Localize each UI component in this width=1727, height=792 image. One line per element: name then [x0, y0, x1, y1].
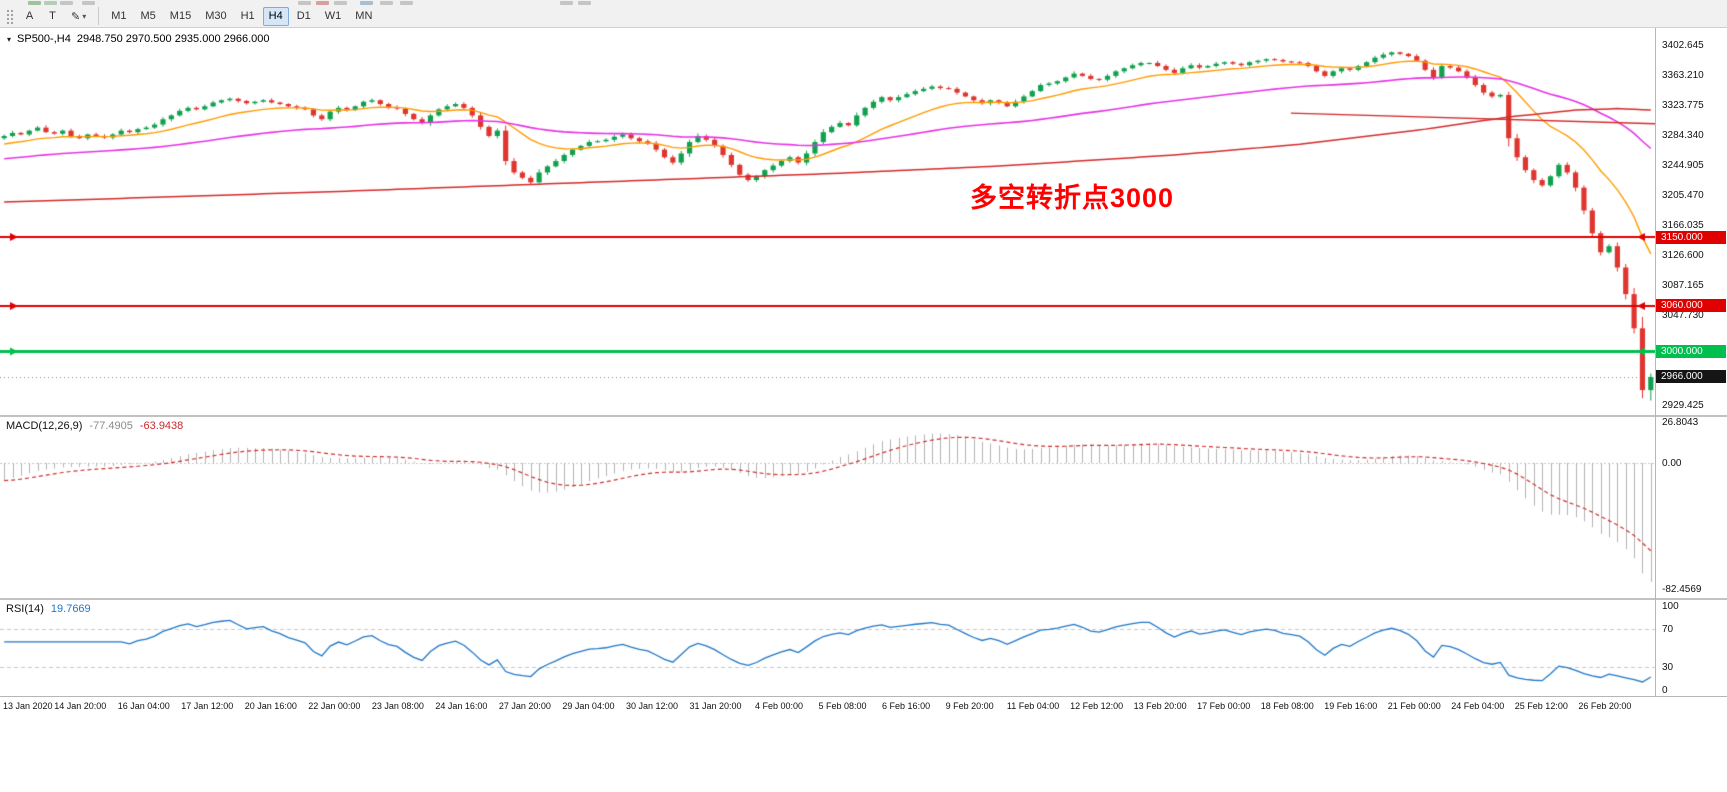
scale-label: 3166.035 [1662, 219, 1704, 231]
price-line-badge: 3060.000 [1656, 299, 1726, 312]
toolbar: A T ✎ ▾ M1 M5 M15 M30 H1 H4 D1 W1 MN [0, 5, 1727, 28]
scale-label: 3323.775 [1662, 99, 1704, 111]
cropped-icon [28, 1, 41, 5]
scale-label: -82.4569 [1662, 584, 1702, 596]
scale-label: 2929.425 [1662, 399, 1704, 411]
scale-label: 3205.470 [1662, 189, 1704, 201]
timeframe-button-m30[interactable]: M30 [199, 7, 232, 26]
time-axis-label: 12 Feb 12:00 [1070, 701, 1124, 711]
scale-label: 3087.165 [1662, 279, 1704, 291]
timeframe-button-w1[interactable]: W1 [319, 7, 348, 26]
text-label-tool-button[interactable]: T [42, 7, 63, 26]
scale-label: 3284.340 [1662, 129, 1704, 141]
timeframe-button-h4[interactable]: H4 [262, 6, 289, 26]
panel-separator[interactable] [0, 598, 1727, 600]
cropped-toolbar-row [0, 0, 1727, 5]
panel-separator[interactable] [0, 415, 1727, 417]
time-axis-label: 20 Jan 16:00 [244, 701, 297, 711]
rsi-title: RSI(14) [6, 603, 44, 615]
time-axis-label: 13 Feb 20:00 [1133, 701, 1187, 711]
chevron-down-icon: ▾ [82, 11, 87, 21]
pencil-icon: ✎ [71, 10, 81, 23]
text-annotation-tool-button[interactable]: A [19, 7, 40, 26]
time-axis-label: 27 Jan 20:00 [498, 701, 551, 711]
scale-label: 3047.730 [1662, 309, 1704, 321]
cropped-icon [360, 1, 373, 5]
cropped-icon [82, 1, 95, 5]
cropped-icon [60, 1, 73, 5]
scale-label: 3363.210 [1662, 69, 1704, 81]
time-axis-label: 9 Feb 20:00 [945, 701, 994, 711]
cropped-icon [334, 1, 347, 5]
cropped-icon [316, 1, 329, 5]
time-axis-label: 24 Feb 04:00 [1451, 701, 1505, 711]
scale-label: 3402.645 [1662, 39, 1704, 51]
price-scale-border [1655, 28, 1656, 697]
price-line-badge: 3000.000 [1656, 344, 1726, 358]
time-axis-label: 4 Feb 00:00 [754, 701, 804, 711]
rsi-value: 19.7669 [50, 603, 91, 615]
draw-tools-dropdown-button[interactable]: ✎ ▾ [65, 7, 92, 26]
macd-title: MACD(12,26,9) [6, 420, 83, 432]
time-axis-label: 21 Feb 00:00 [1387, 701, 1441, 711]
time-axis-label: 6 Feb 16:00 [882, 701, 931, 711]
scale-label: 0.00 [1662, 458, 1682, 470]
scale-label: 30 [1662, 662, 1674, 674]
cropped-icon [400, 1, 413, 5]
time-axis-label: 30 Jan 12:00 [625, 701, 678, 711]
cropped-icon [560, 1, 573, 5]
timeframe-button-h1[interactable]: H1 [235, 7, 261, 26]
timeframe-button-m1[interactable]: M1 [105, 7, 132, 26]
macd-value: -77.4905 [89, 420, 133, 432]
time-axis[interactable]: 13 Jan 2020 14 Jan 20:00 16 Jan 04:00 17 Ja… [0, 696, 1727, 718]
time-axis-label: 25 Feb 12:00 [1514, 701, 1568, 711]
time-axis-label: 17 Jan 12:00 [181, 701, 234, 711]
time-axis-label: 29 Jan 04:00 [562, 701, 615, 711]
time-axis-label: 19 Feb 16:00 [1324, 701, 1378, 711]
time-axis-label: 11 Feb 04:00 [1006, 701, 1060, 711]
ohlc-values: 2948.750 2970.500 2935.000 2966.000 [76, 33, 270, 45]
timeframe-button-d1[interactable]: D1 [291, 7, 317, 26]
macd-signal-value: -63.9438 [139, 420, 184, 432]
cropped-icon [44, 1, 57, 5]
time-axis-label: 26 Feb 20:00 [1578, 701, 1632, 711]
scale-label: 26.8043 [1662, 416, 1699, 428]
price-scale[interactable]: 3402.645 3363.210 3323.775 3284.340 3244.905… [1656, 28, 1727, 697]
chart-annotation-text: 多空转折点3000 [970, 183, 1175, 213]
time-axis-label: 24 Jan 16:00 [435, 701, 488, 711]
time-axis-label: 14 Jan 20:00 [54, 701, 107, 711]
chart-symbol-header: ▾ SP500-,H4 2948.750 2970.500 2935.000 2… [7, 33, 270, 45]
price-line-badge: 3150.000 [1656, 230, 1726, 244]
timeframe-button-m5[interactable]: M5 [135, 7, 162, 26]
time-axis-label: 16 Jan 04:00 [117, 701, 170, 711]
scale-label: 0 [1662, 685, 1668, 696]
scale-label: 3126.600 [1662, 249, 1704, 261]
timeframe-button-m15[interactable]: M15 [164, 7, 197, 26]
time-axis-label: 22 Jan 00:00 [308, 701, 361, 711]
toolbar-drag-handle[interactable] [5, 8, 14, 24]
scale-label: 3244.905 [1662, 159, 1704, 171]
price-line-badge: 2966.000 [1656, 370, 1726, 384]
time-axis-label: 5 Feb 08:00 [818, 701, 867, 711]
time-axis-label: 23 Jan 08:00 [371, 701, 424, 711]
cropped-icon [380, 1, 393, 5]
scale-label: 100 [1662, 601, 1679, 612]
time-axis-label: 17 Feb 00:00 [1197, 701, 1251, 711]
scale-label: 70 [1662, 623, 1674, 635]
rsi-panel-canvas[interactable] [0, 600, 1655, 696]
time-axis-label: 18 Feb 08:00 [1260, 701, 1314, 711]
macd-indicator-header: MACD(12,26,9) -77.4905 -63.9438 [6, 420, 183, 432]
rsi-indicator-header: RSI(14) 19.7669 [6, 603, 91, 615]
timeframe-button-mn[interactable]: MN [349, 7, 378, 26]
toolbar-separator [98, 7, 100, 25]
symbol-timeframe-label: SP500-,H4 [17, 33, 71, 45]
price-chart-canvas[interactable] [0, 28, 1655, 415]
time-axis-label: 31 Jan 20:00 [689, 701, 742, 711]
cropped-icon [298, 1, 311, 5]
time-axis-label: 13 Jan 2020 [3, 701, 53, 711]
cropped-icon [578, 1, 591, 5]
macd-panel-canvas[interactable] [0, 417, 1655, 598]
chevron-down-icon[interactable]: ▾ [7, 34, 12, 44]
